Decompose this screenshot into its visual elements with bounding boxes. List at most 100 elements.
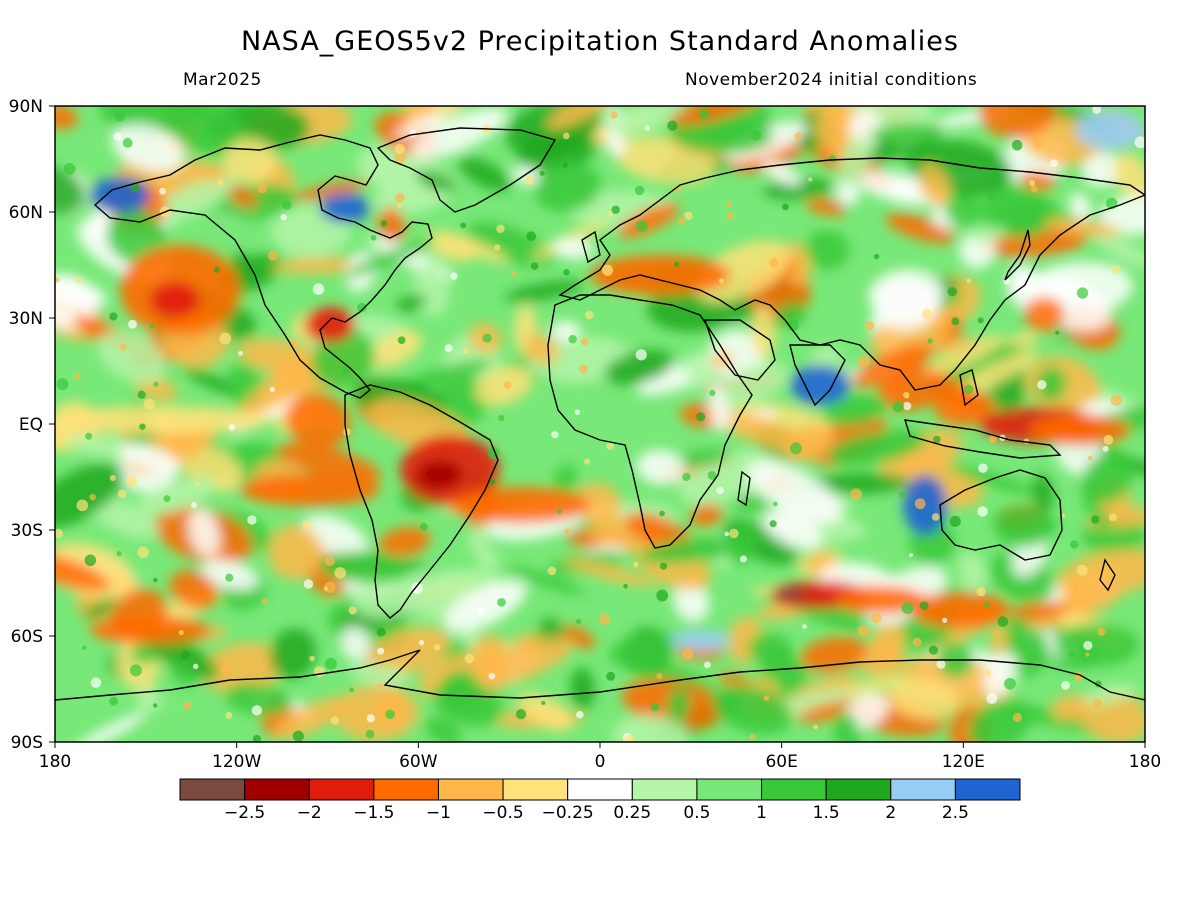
colorbar-label: 0.25 [613,803,651,823]
anomaly-speck [1037,379,1047,390]
anomaly-core [1030,415,1130,445]
anomaly-core [320,193,370,223]
anomaly-speck [563,528,571,535]
anomaly-patch [395,112,446,138]
anomaly-speck [580,337,589,346]
anomaly-patch [228,186,258,208]
anomaly-core [55,406,270,434]
anomaly-speck [191,502,197,509]
anomaly-speck [444,344,453,353]
anomaly-speck [84,554,97,567]
anomaly-speck [794,132,803,141]
anomaly-speck [394,152,406,164]
anomaly-patch [672,580,710,622]
latitude-axis: 90N 60N 30N EQ 30S 60S 90S [9,97,55,753]
anomaly-speck [1094,680,1102,688]
anomaly-patch [55,277,107,308]
anomaly-speck [1103,435,1114,445]
anomaly-patch [1019,172,1057,190]
anomaly-patch [669,449,731,468]
anomaly-speck [63,162,76,175]
anomaly-patch [1112,153,1145,198]
anomaly-speck [450,272,458,280]
anomaly-speck [261,598,268,605]
anomaly-speck [988,435,997,444]
anomaly-speck [750,130,762,141]
anomaly-speck [1085,652,1090,657]
anomaly-speck [912,637,922,647]
anomaly-speck [1055,330,1060,335]
anomaly-speck [217,179,224,186]
anomaly-core [590,255,730,295]
anomaly-speck [380,220,388,227]
anomaly-patch [563,558,656,587]
anomaly-speck [749,733,756,740]
anomaly-patch [375,691,406,728]
anomaly-speck [159,187,166,195]
colorbar-swatch [244,778,310,801]
north-america-coast [93,134,433,399]
anomaly-patch [721,362,789,405]
colorbar-label: −0.5 [482,803,523,823]
anomaly-patch [1081,454,1133,503]
anomaly-speck [541,701,546,706]
anomaly-speck [1108,513,1117,522]
anomaly-patch [970,227,1007,243]
anomaly-speck [365,729,375,739]
lon-tick-label: 60E [765,752,797,772]
anomaly-patch [574,482,622,523]
philippines-coast [959,369,979,407]
anomaly-speck [1087,455,1093,461]
anomaly-patch [689,503,723,527]
anomaly-speck [1069,540,1079,549]
anomaly-patch [639,537,743,564]
anomaly-speck [396,202,402,208]
anomaly-patch [949,465,1038,496]
anomaly-speck [122,137,133,148]
anomaly-patch [922,334,1004,379]
anomaly-speck [901,602,914,615]
anomaly-patch [1051,694,1088,722]
new-zealand-coast [1099,558,1116,592]
anomaly-patch [424,717,462,742]
anomaly-patch [827,429,926,466]
anomaly-patch [429,236,478,262]
anomaly-speck [482,333,492,343]
anomaly-patch [1081,152,1125,187]
anomaly-speck [724,531,730,537]
anomaly-speck [802,624,807,629]
anomaly-speck [726,212,734,220]
anomaly-speck [1061,513,1066,518]
anomaly-speck [1076,287,1089,299]
anomaly-patch [842,675,913,694]
anomaly-speck [153,381,159,387]
anomaly-speck [978,463,988,473]
anomaly-speck [703,661,711,669]
anomaly-speck [348,606,357,615]
colorbar-label: 1.5 [813,803,840,823]
anomaly-speck [225,711,233,719]
anomaly-patch [958,552,987,592]
anomaly-speck [225,573,234,582]
anomaly-patch [201,642,285,693]
anomaly-patch [99,106,139,127]
anomaly-patch [874,279,940,332]
anomaly-patch [55,463,124,529]
anomaly-speck [562,162,568,168]
anomaly-patch [835,178,861,206]
anomaly-patch [608,630,680,667]
anomaly-core [776,588,804,602]
anomaly-patch [272,697,351,739]
anomaly-patch [55,552,110,591]
anomaly-core [450,487,590,523]
anomaly-patch [953,350,1039,397]
anomaly-speck [1111,264,1121,274]
anomaly-speck [977,317,984,324]
africa-coast [547,294,753,549]
anomaly-speck [598,613,611,625]
anomaly-speck [313,666,325,678]
anomaly-speck [292,730,304,742]
anomaly-patch [516,129,597,172]
anomaly-patch [967,698,1032,742]
